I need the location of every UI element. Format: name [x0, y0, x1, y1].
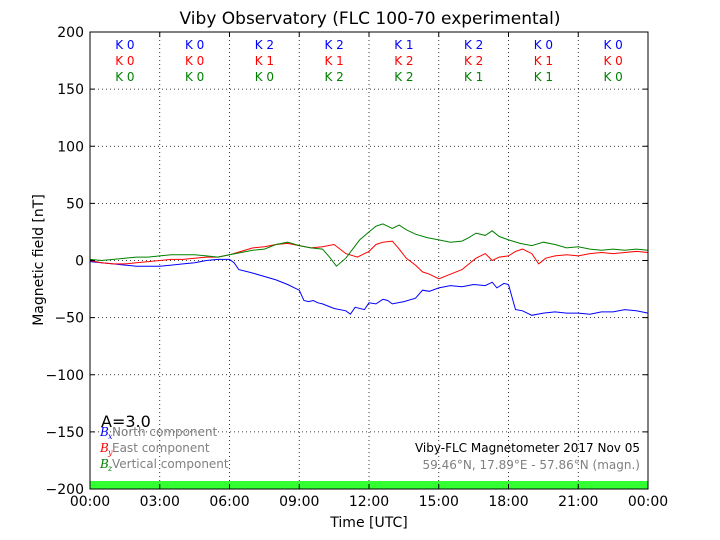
k-index-label: K 0 — [185, 54, 204, 68]
series-line-east — [89, 240, 649, 280]
axis-ticks: 00:00 03:00 06:00 09:00 12:00 15:00 18:00 21:00… — [46, 25, 669, 510]
series-layer — [89, 223, 649, 316]
k-index-label: K 0 — [534, 38, 553, 52]
k-index-label: K 1 — [255, 54, 274, 68]
grid — [90, 32, 648, 489]
series-line-north — [89, 258, 649, 316]
k-index-label: K 2 — [464, 38, 483, 52]
info-line-1: Viby-FLC Magnetometer 2017 Nov 05 — [415, 441, 640, 455]
y-tick-label: −200 — [46, 482, 84, 498]
x-tick-label: 18:00 — [488, 494, 528, 510]
y-tick-label: 100 — [57, 139, 84, 155]
legend-subscript: x — [108, 432, 113, 441]
y-axis-title: Magnetic field [nT] — [31, 194, 47, 326]
legend-subscript: z — [107, 464, 113, 473]
x-tick-label: 12:00 — [349, 494, 389, 510]
k-index-label: K 0 — [255, 70, 274, 84]
legend-text: North component — [112, 425, 218, 439]
k-index-label: K 2 — [394, 70, 413, 84]
x-tick-label: 15:00 — [419, 494, 459, 510]
series-line-vertical — [89, 223, 649, 267]
k-index-label: K 1 — [464, 70, 483, 84]
x-tick-label: 21:00 — [558, 494, 598, 510]
k-index-label: K 2 — [324, 70, 343, 84]
x-tick-label: 06:00 — [209, 494, 249, 510]
y-tick-label: 150 — [57, 82, 84, 98]
k-index-label: K 1 — [394, 38, 413, 52]
k-index-label: K 2 — [394, 54, 413, 68]
k-index-table: K 0 K 0 K 2 K 2 K 1 K 2 K 0 K 0 K 0 K 0 K 1 K 1 K 2 K… — [115, 38, 623, 84]
legend-symbol: B — [99, 457, 109, 471]
k-index-label: K 0 — [603, 54, 622, 68]
chart-title: Viby Observatory (FLC 100-70 experimenta… — [180, 9, 561, 29]
a-index-label: A=3.0 — [101, 412, 151, 431]
k-index-label: K 0 — [115, 54, 134, 68]
x-tick-label: 09:00 — [279, 494, 319, 510]
info-line-2: 59.46°N, 17.89°E - 57.86°N (magn.) — [423, 458, 640, 472]
legend-symbol: B — [99, 441, 109, 455]
y-tick-label: −100 — [46, 368, 84, 384]
k-index-label: K 2 — [464, 54, 483, 68]
k-index-label: K 0 — [603, 38, 622, 52]
y-tick-label: −150 — [46, 425, 84, 441]
y-tick-label: −50 — [54, 311, 84, 327]
k-index-label: K 2 — [255, 38, 274, 52]
k-index-label: K 1 — [534, 54, 553, 68]
legend-text: East component — [112, 441, 210, 455]
y-tick-label: 50 — [66, 196, 84, 212]
x-axis-title: Time [UTC] — [329, 515, 407, 531]
x-tick-label: 03:00 — [140, 494, 180, 510]
k-index-label: K 0 — [115, 70, 134, 84]
k-index-label: K 0 — [115, 38, 134, 52]
k-index-label: K 1 — [534, 70, 553, 84]
k-index-label: K 0 — [603, 70, 622, 84]
y-tick-label: 200 — [57, 25, 84, 41]
x-tick-label: 00:00 — [628, 494, 668, 510]
y-tick-label: 0 — [75, 254, 84, 270]
k-index-label: K 0 — [185, 38, 204, 52]
k-index-label: K 0 — [185, 70, 204, 84]
legend-text: Vertical component — [112, 457, 229, 471]
k-index-label: K 1 — [324, 54, 343, 68]
x-tick-label: 00:00 — [70, 494, 110, 510]
legend-subscript: y — [107, 448, 113, 457]
legend-symbol: B — [99, 425, 109, 439]
k-index-label: K 2 — [324, 38, 343, 52]
